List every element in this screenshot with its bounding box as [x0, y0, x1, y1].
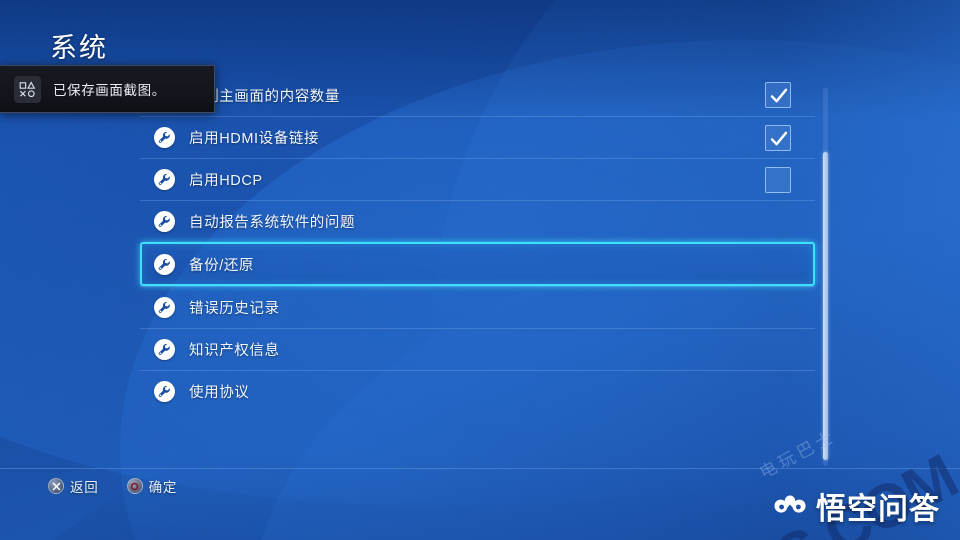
wrench-icon — [154, 169, 175, 190]
wrench-icon — [154, 127, 175, 148]
wrench-icon — [154, 339, 175, 360]
settings-row-selected[interactable]: 备份/还原 — [140, 242, 815, 286]
screenshot-saved-toast: 已保存画面截图。 — [0, 65, 215, 113]
checkbox-unchecked[interactable] — [765, 166, 791, 193]
wrench-icon — [154, 211, 175, 232]
wrench-icon — [154, 297, 175, 318]
page-title: 系统 — [50, 33, 108, 63]
check-icon — [770, 131, 788, 145]
circle-button-icon — [126, 478, 143, 494]
wrench-icon — [158, 343, 170, 355]
ps-buttons-icon — [14, 75, 41, 103]
settings-row-label: 使用协议 — [189, 385, 250, 401]
wrench-icon — [158, 301, 170, 313]
settings-row[interactable]: 限制主画面的内容数量 — [140, 74, 815, 116]
cross-button-icon — [48, 478, 64, 494]
bottom-divider — [0, 468, 960, 469]
wrench-icon — [158, 131, 170, 143]
settings-row-label: 备份/还原 — [189, 257, 255, 274]
settings-row[interactable]: 错误历史记录 — [140, 286, 815, 328]
wrench-icon — [158, 385, 170, 397]
settings-row[interactable]: 自动报告系统软件的问题 — [140, 200, 815, 242]
settings-list: 限制主画面的内容数量启用HDMI设备链接 启用HDCP 自动报告系统软件的问题 备份/… — [140, 74, 815, 460]
hint-cross-button[interactable]: 返回 — [48, 476, 99, 496]
scrollbar-track[interactable] — [823, 88, 828, 466]
toast-message: 已保存画面截图。 — [53, 83, 166, 98]
hint-label: 确定 — [148, 480, 178, 495]
settings-row[interactable]: 启用HDMI设备链接 — [140, 116, 815, 158]
settings-row[interactable]: 启用HDCP — [140, 158, 815, 200]
wrench-icon — [154, 381, 175, 402]
wrench-icon — [158, 173, 170, 185]
bottom-hint-bar: 返回 确定 — [48, 476, 177, 496]
settings-row[interactable]: 知识产权信息 — [140, 328, 815, 370]
wrench-icon — [158, 258, 170, 270]
hint-circle-button[interactable]: 确定 — [126, 476, 178, 496]
hint-label: 返回 — [70, 480, 99, 495]
settings-row-label: 知识产权信息 — [189, 343, 280, 359]
checkbox-checked[interactable] — [765, 82, 791, 108]
settings-row-label: 自动报告系统软件的问题 — [189, 215, 356, 231]
wukong-wenda-text: 悟空问答 — [816, 493, 940, 526]
settings-row[interactable]: 使用协议 — [140, 370, 815, 412]
settings-row-label: 启用HDMI设备链接 — [189, 131, 320, 147]
wukong-wenda-logo: 悟空问答 — [773, 484, 940, 528]
check-icon — [770, 88, 788, 103]
wukong-cloud-icon — [774, 495, 806, 513]
wrench-icon — [158, 215, 170, 227]
settings-row-label: 启用HDCP — [189, 173, 263, 189]
wrench-icon — [154, 253, 175, 275]
scrollbar-thumb[interactable] — [823, 152, 828, 460]
checkbox-checked[interactable] — [765, 124, 791, 151]
settings-row-label: 错误历史记录 — [189, 301, 280, 317]
background-sheen-right — [780, 0, 960, 540]
